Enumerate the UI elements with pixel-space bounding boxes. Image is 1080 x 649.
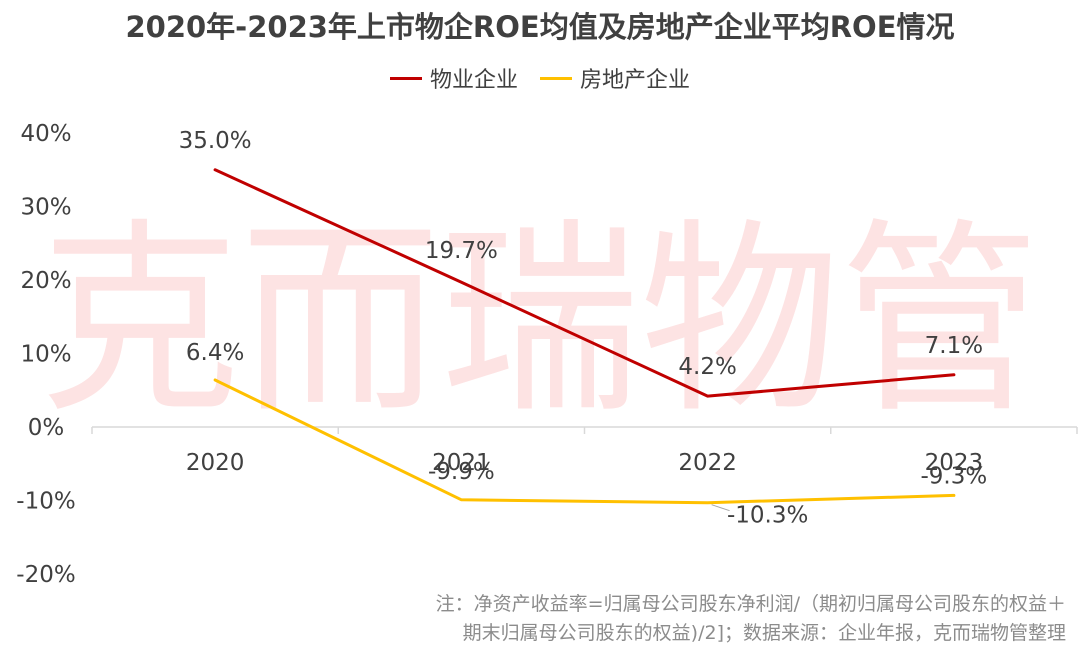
series-layer bbox=[213, 168, 956, 505]
y-tick-label: 40% bbox=[20, 121, 71, 147]
x-tick-label: 2020 bbox=[186, 450, 245, 476]
legend-swatch-realestate bbox=[540, 76, 572, 80]
x-tick-label: 2022 bbox=[678, 450, 737, 476]
y-tick-label: -20% bbox=[16, 562, 75, 588]
x-tick-label: 2021 bbox=[432, 450, 491, 476]
data-label-leader bbox=[711, 504, 730, 512]
data-label: -10.3% bbox=[727, 503, 808, 529]
legend-label-realestate: 房地产企业 bbox=[580, 68, 691, 93]
chart-legend: 物业企业 房地产企业 bbox=[0, 62, 1080, 94]
data-label: 35.0% bbox=[179, 128, 252, 154]
data-label: 7.1% bbox=[925, 333, 983, 359]
label-layer: 35.0% 19.7% 4.2% 7.1% 6.4% -9.9% -10.3% -9.3% bbox=[179, 128, 988, 529]
data-label: 19.7% bbox=[425, 238, 498, 264]
footnote: 注：净资产收益率=归属母公司股东净利润/（期初归属母公司股东的权益＋ 期末归属母… bbox=[436, 590, 1066, 648]
footnote-line-1: 注：净资产收益率=归属母公司股东净利润/（期初归属母公司股东的权益＋ bbox=[435, 593, 1066, 615]
watermark-text: 克而瑞物管 bbox=[40, 201, 1040, 441]
data-label: -9.9% bbox=[428, 459, 495, 485]
y-tick-label: -10% bbox=[16, 489, 75, 515]
data-label: 6.4% bbox=[186, 340, 244, 366]
chart-title: 2020年-2023年上市物企ROE均值及房地产企业平均ROE情况 bbox=[125, 10, 955, 44]
data-label: 4.2% bbox=[678, 354, 736, 380]
y-tick-label: 20% bbox=[20, 268, 71, 294]
footnote-line-2: 期末归属母公司股东的权益)/2]；数据来源：企业年报，克而瑞物管整理 bbox=[462, 622, 1066, 644]
axis-layer: 40% 30% 20% 10% 0% -10% -20% 2020 2021 2022 2023 bbox=[16, 121, 1078, 588]
series-line-2 bbox=[213, 378, 956, 505]
y-tick-label: 0% bbox=[28, 415, 65, 441]
y-tick-label: 10% bbox=[20, 342, 71, 368]
legend-item-property[interactable]: 物业企业 bbox=[389, 62, 518, 94]
x-tick-label: 2023 bbox=[925, 450, 984, 476]
series-line-1 bbox=[213, 168, 956, 398]
legend-item-realestate[interactable]: 房地产企业 bbox=[540, 62, 690, 94]
legend-swatch-property bbox=[389, 76, 422, 80]
y-tick-label: 30% bbox=[20, 195, 71, 221]
legend-label-property: 物业企业 bbox=[429, 68, 518, 93]
data-label: -9.3% bbox=[921, 463, 988, 489]
